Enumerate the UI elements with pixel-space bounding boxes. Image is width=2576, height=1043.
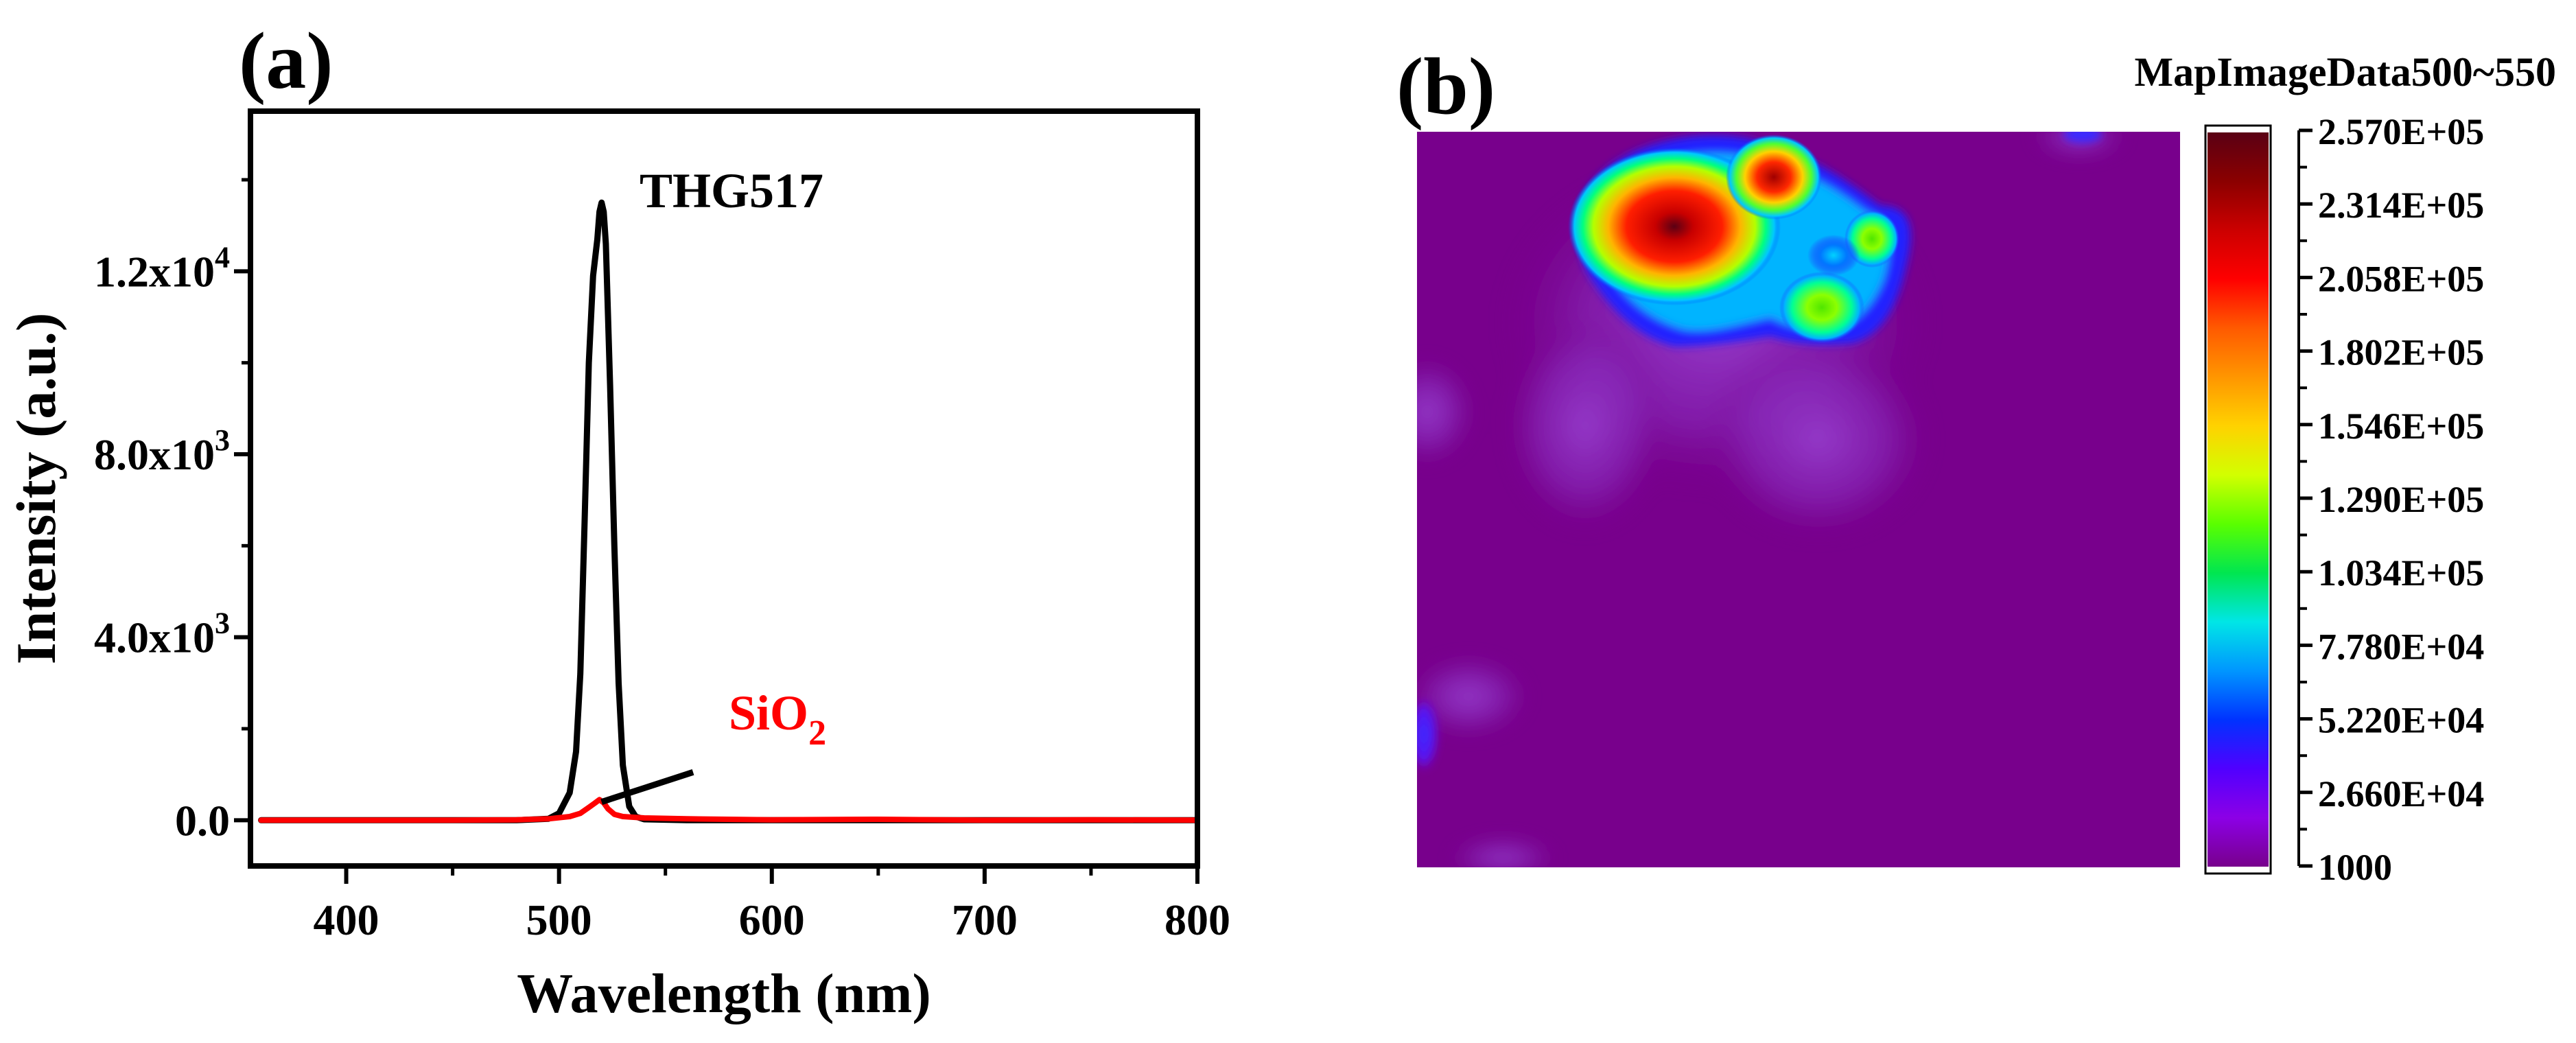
colorbar-tick-label: 2.314E+05 <box>2318 185 2484 226</box>
x-tick-label: 800 <box>1164 895 1230 944</box>
x-axis-label: Wavelength (nm) <box>517 962 931 1024</box>
colorbar-tick-label: 2.570E+05 <box>2318 111 2484 152</box>
colorbar-tick-label: 5.220E+04 <box>2318 700 2484 741</box>
panel-b: (b) <box>1396 41 2556 888</box>
panel-b-label: (b) <box>1396 41 1495 131</box>
colorbar-title: MapImageData500~550 <box>2135 49 2556 95</box>
annotation-sio2: SiO2 <box>729 685 826 753</box>
colorbar-tick-label: 1.802E+05 <box>2318 332 2484 373</box>
colorbar-tick-label: 7.780E+04 <box>2318 626 2484 667</box>
colorbar-gradient <box>2208 132 2269 867</box>
heatmap-edge-spot <box>1417 696 1439 772</box>
annotation-sio2-arrow <box>600 769 694 805</box>
y-axis: 0.0 4.0x103 8.0x103 1.2x104 <box>94 178 250 845</box>
x-tick-label: 400 <box>314 895 379 944</box>
y-tick-label: 8.0x103 <box>94 423 230 479</box>
x-axis: 400 500 600 700 800 <box>314 866 1230 944</box>
colorbar-tick-label: 2.058E+05 <box>2318 258 2484 299</box>
panel-a: (a) 400 500 600 700 800 0.0 4.0x103 8.0x103 1.2… <box>5 16 1230 1024</box>
x-tick-label: 700 <box>952 895 1018 944</box>
y-tick-label: 0.0 <box>175 796 230 845</box>
x-tick-label: 600 <box>739 895 805 944</box>
panel-a-label: (a) <box>239 16 333 106</box>
y-axis-label: Intensity (a.u.) <box>5 313 67 665</box>
y-tick-label: 4.0x103 <box>94 607 230 662</box>
colorbar-ticks: 2.570E+05 2.314E+05 2.058E+05 1.802E+05 1.54… <box>2299 111 2484 888</box>
colorbar-tick-label: 1000 <box>2318 847 2392 888</box>
colorbar-tick-label: 1.546E+05 <box>2318 406 2484 447</box>
heatmap-top-spot <box>2063 132 2102 143</box>
colorbar-tick-label: 2.660E+04 <box>2318 773 2484 815</box>
heatmap-hotspot-cyan <box>1807 235 1860 276</box>
colorbar-tick-label: 1.034E+05 <box>2318 552 2484 594</box>
plot-frame <box>248 108 1200 869</box>
heatmap-hotspot-lower <box>1779 272 1864 343</box>
y-tick-label: 1.2x104 <box>94 240 230 296</box>
x-tick-label: 500 <box>526 895 592 944</box>
heatmap <box>1417 132 2180 867</box>
heatmap-hotspot-right <box>1726 134 1822 220</box>
colorbar-tick-label: 1.290E+05 <box>2318 479 2484 520</box>
annotation-thg517: THG517 <box>640 163 823 218</box>
